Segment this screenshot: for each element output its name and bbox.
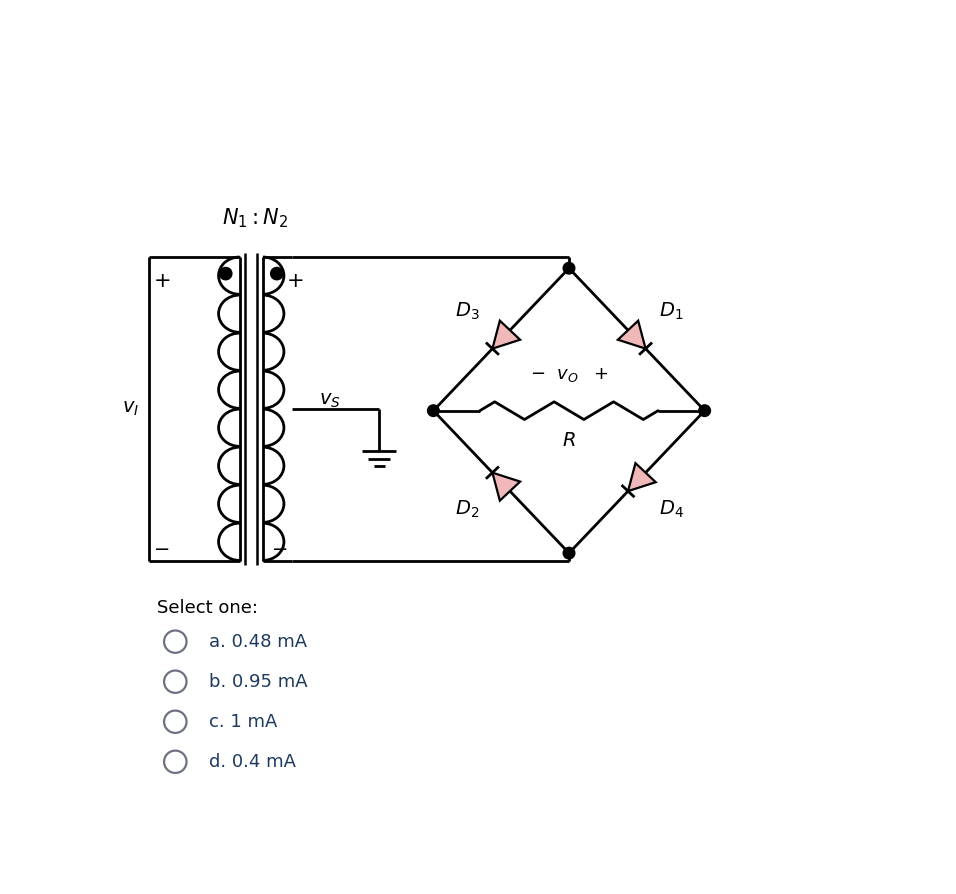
Text: $+$: $+$ bbox=[286, 271, 303, 291]
Text: $D_3$: $D_3$ bbox=[455, 301, 480, 323]
Text: $D_4$: $D_4$ bbox=[659, 499, 684, 520]
Circle shape bbox=[427, 405, 439, 417]
Text: $v_I$: $v_I$ bbox=[122, 400, 140, 417]
Text: a. 0.48 mA: a. 0.48 mA bbox=[208, 633, 307, 651]
Text: $N_1 : N_2$: $N_1 : N_2$ bbox=[222, 207, 288, 230]
Polygon shape bbox=[628, 463, 656, 491]
Circle shape bbox=[563, 547, 575, 559]
Polygon shape bbox=[492, 473, 520, 501]
Text: $-$: $-$ bbox=[153, 538, 169, 557]
Circle shape bbox=[164, 670, 186, 693]
Text: $-$: $-$ bbox=[271, 538, 287, 557]
Text: $D_2$: $D_2$ bbox=[455, 499, 480, 520]
Text: $D_1$: $D_1$ bbox=[659, 301, 683, 323]
Text: $+$: $+$ bbox=[153, 271, 170, 291]
Text: $v_S$: $v_S$ bbox=[319, 392, 341, 410]
Circle shape bbox=[563, 263, 575, 274]
Text: Select one:: Select one: bbox=[157, 599, 258, 618]
Circle shape bbox=[699, 405, 710, 417]
Circle shape bbox=[164, 711, 186, 733]
Text: $-\ \ v_O\ \ +$: $-\ \ v_O\ \ +$ bbox=[530, 366, 608, 384]
Polygon shape bbox=[492, 321, 520, 349]
Text: b. 0.95 mA: b. 0.95 mA bbox=[208, 672, 307, 691]
Circle shape bbox=[271, 267, 283, 280]
Text: $R$: $R$ bbox=[562, 432, 576, 451]
Circle shape bbox=[164, 751, 186, 773]
Polygon shape bbox=[618, 321, 645, 349]
Text: c. 1 mA: c. 1 mA bbox=[208, 713, 277, 730]
Circle shape bbox=[220, 267, 232, 280]
Text: d. 0.4 mA: d. 0.4 mA bbox=[208, 753, 295, 771]
Circle shape bbox=[164, 630, 186, 653]
